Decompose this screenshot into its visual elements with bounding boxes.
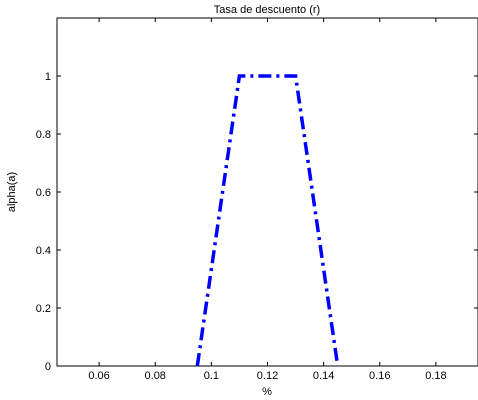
x-axis-label: % (262, 386, 272, 398)
x-axis-ticks: 0.06 0.08 0.1 0.12 0.14 0.16 0.18 (88, 18, 447, 382)
chart-title: Tasa de descuento (r) (214, 4, 320, 16)
x-tick-label: 0.08 (145, 370, 166, 382)
series-group (195, 74, 340, 367)
y-tick-label: 0.2 (36, 303, 51, 315)
x-tick-label: 0.18 (425, 370, 446, 382)
y-tick-label: 0.6 (36, 187, 51, 199)
series-line (195, 74, 340, 367)
plot-area (56, 17, 478, 367)
x-tick-label: 0.16 (369, 370, 390, 382)
y-tick-label: 0.4 (36, 245, 51, 257)
y-tick-label: 0 (45, 361, 51, 373)
x-tick-label: 0.12 (257, 370, 278, 382)
y-tick-label: 0.8 (36, 129, 51, 141)
y-axis-ticks: 0 0.2 0.4 0.6 0.8 1 (36, 71, 478, 373)
x-tick-label: 0.06 (88, 370, 109, 382)
y-axis-label: alpha(a) (6, 172, 18, 212)
y-tick-label: 1 (45, 71, 51, 83)
x-tick-label: 0.14 (313, 370, 334, 382)
x-tick-label: 0.1 (204, 370, 219, 382)
